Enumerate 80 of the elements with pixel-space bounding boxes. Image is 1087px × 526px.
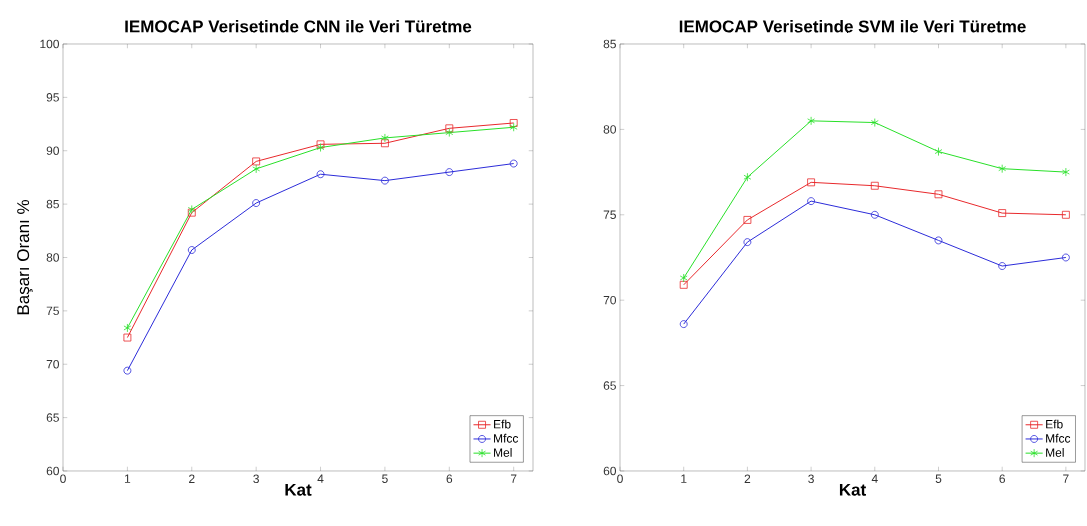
point [870,210,879,219]
point [679,273,688,283]
point [316,170,325,179]
y-axis-title: Başarı Oranı % [17,200,33,315]
y-tick-label: 75 [46,306,59,316]
point [934,236,943,245]
x-tick-label: 5 [935,474,942,483]
chart-title: IEMOCAP Verisetinde CNN ile Veri Türetme [125,19,472,33]
x-tick-label: 2 [189,474,195,483]
point [807,116,815,126]
point [743,238,752,247]
y-tick-label: 100 [40,39,60,49]
x-tick-label: 0 [617,474,623,484]
y-tick-label: 65 [603,381,616,390]
point [934,190,943,199]
y-tick-label: 70 [603,295,617,305]
legend-label: Mel [494,448,512,457]
point [743,216,752,224]
point [870,181,879,190]
point [870,118,879,127]
legend-label: Mfcc [494,433,519,443]
x-tick-label: 7 [510,474,517,483]
point [252,164,261,174]
point [998,262,1007,270]
point [509,122,518,132]
point [743,172,752,182]
point [381,176,389,185]
y-tick-label: 75 [603,210,616,219]
point [934,147,943,156]
x-tick-label: 3 [808,474,814,484]
point [445,124,454,133]
point [252,157,261,166]
legend-label: Efb [1046,419,1063,429]
legend-label: Mel [1046,448,1064,457]
x-tick-label: 6 [999,474,1005,484]
x-tick-label: 2 [744,474,751,483]
point [445,168,454,176]
legend-label: Mfcc [1046,433,1071,443]
point [1061,253,1070,262]
x-tick-label: 6 [446,474,453,484]
x-tick-label: 3 [253,474,259,484]
x-tick-label: 0 [60,474,66,484]
point [123,333,132,342]
point [187,246,196,254]
y-tick-label: 95 [46,93,59,102]
y-tick-label: 85 [603,39,616,49]
y-tick-label: 90 [46,146,60,155]
x-axis-title: Kat [285,483,312,496]
point [123,366,132,375]
y-tick-label: 85 [46,199,59,209]
point [381,139,389,148]
point [1062,167,1070,177]
y-tick-label: 70 [46,359,60,369]
y-tick-label: 65 [46,413,59,422]
x-tick-label: 1 [124,474,131,483]
point [381,133,389,143]
point [807,197,815,206]
point [252,199,261,207]
point [807,178,815,187]
x-tick-label: 4 [317,474,324,483]
point [998,164,1007,174]
point [998,209,1007,217]
x-axis-title: Kat [839,483,866,496]
y-tick-label: 60 [603,466,617,476]
legend-label: Efb [494,419,511,429]
point [123,323,132,333]
x-tick-label: 4 [871,474,878,483]
y-tick-label: 80 [603,125,617,134]
x-tick-label: 5 [382,474,388,483]
y-tick-label: 60 [46,466,60,476]
y-tick-label: 80 [46,253,60,262]
point [679,280,688,289]
point [679,320,688,328]
point [445,128,454,137]
x-tick-label: 1 [681,474,687,483]
x-tick-label: 7 [1063,474,1069,483]
point [509,159,518,168]
chart-title: IEMOCAP Verisetinde SVM ile Veri Türetme [679,19,1026,33]
point [1061,210,1070,219]
point [509,119,518,127]
